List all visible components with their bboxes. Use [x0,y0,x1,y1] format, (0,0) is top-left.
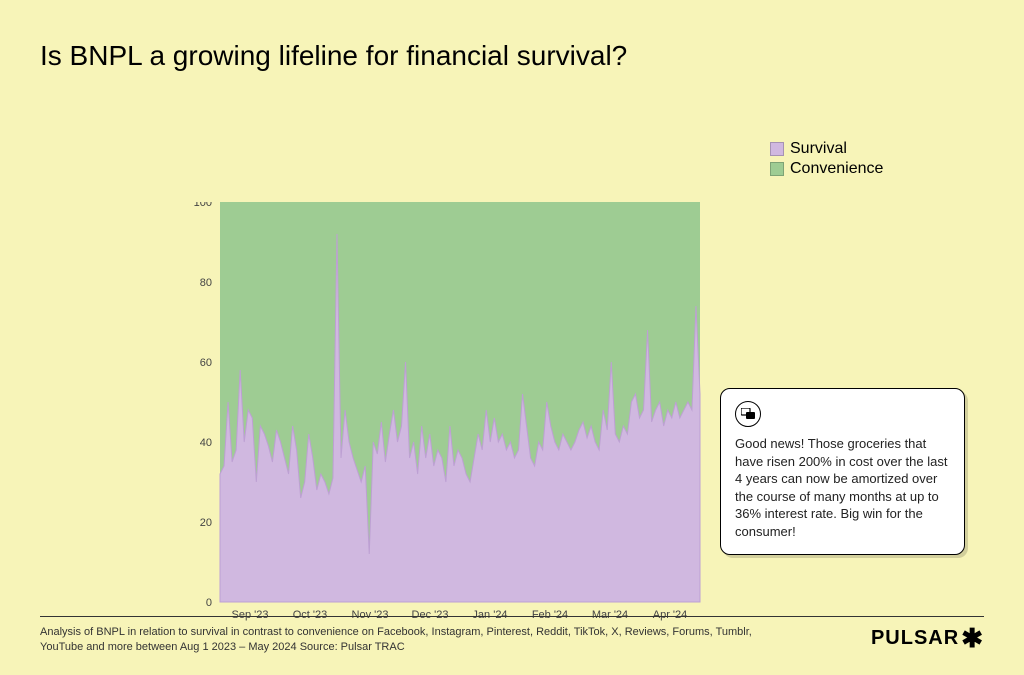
footer: Analysis of BNPL in relation to survival… [40,616,984,655]
legend-swatch-convenience [770,162,784,176]
legend: Survival Convenience [770,140,883,180]
svg-text:60: 60 [200,357,212,369]
asterisk-icon: ✱ [961,625,984,651]
area-chart: 020406080100Sep '23Oct '23Nov '23Dec '23… [180,202,720,632]
brand-name: PULSAR [871,627,959,650]
legend-item-survival: Survival [770,140,883,158]
chat-icon [735,401,761,427]
footer-caption: Analysis of BNPL in relation to survival… [40,625,760,655]
quote-text: Good news! Those groceries that have ris… [735,435,950,540]
legend-label-survival: Survival [790,140,847,158]
brand-logo: PULSAR ✱ [871,625,984,651]
footer-divider [40,616,984,617]
legend-label-convenience: Convenience [790,160,883,178]
legend-swatch-survival [770,142,784,156]
svg-text:20: 20 [200,517,212,529]
svg-text:100: 100 [194,202,212,209]
svg-text:80: 80 [200,277,212,289]
svg-text:0: 0 [206,597,212,609]
svg-text:40: 40 [200,437,212,449]
page-title: Is BNPL a growing lifeline for financial… [40,40,984,72]
quote-callout: Good news! Those groceries that have ris… [720,388,965,555]
page: Is BNPL a growing lifeline for financial… [0,0,1024,675]
legend-item-convenience: Convenience [770,160,883,178]
